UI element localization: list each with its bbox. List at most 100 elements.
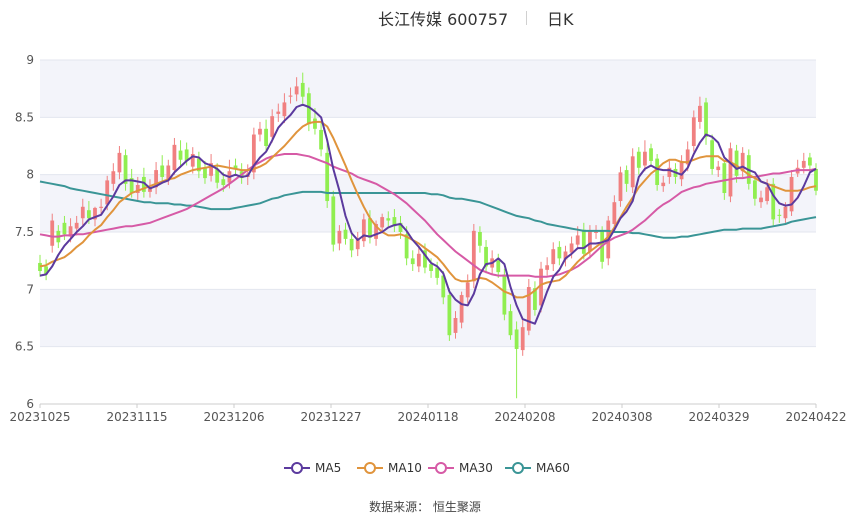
candle-down — [233, 165, 238, 169]
candle-up — [685, 149, 690, 165]
line-ma30 — [39, 153, 817, 278]
candle-up — [135, 184, 140, 194]
candle-up — [288, 95, 293, 97]
candle-up — [551, 249, 556, 265]
candle-down — [655, 158, 660, 185]
candle-down — [386, 218, 391, 221]
candle-down — [221, 179, 226, 185]
plot-band — [40, 289, 816, 347]
legend-label-ma60: MA60 — [536, 461, 570, 475]
legend-item-ma60[interactable]: MA60 — [505, 458, 570, 478]
candle-down — [722, 163, 727, 194]
candle-up — [759, 197, 763, 203]
candle-down — [343, 229, 348, 239]
candle-up — [374, 223, 378, 239]
legend-marker-ma5 — [284, 462, 310, 474]
candle-down — [533, 288, 537, 310]
chart-legend: MA5 MA10 MA30 MA60 — [0, 458, 850, 478]
candle-down — [196, 158, 201, 172]
candle-down — [447, 295, 452, 336]
candle-down — [734, 150, 739, 176]
candle-up — [545, 265, 550, 270]
candle-up — [190, 154, 195, 167]
candle-down — [123, 155, 128, 184]
candle-up — [148, 188, 152, 192]
legend-item-ma5[interactable]: MA5 — [284, 458, 341, 478]
legend-label-ma5: MA5 — [315, 461, 342, 475]
y-tick-label: 7 — [26, 282, 34, 296]
candle-down — [62, 222, 67, 235]
candle-up — [575, 235, 580, 245]
candle-up — [630, 156, 635, 188]
candle-up — [80, 206, 85, 219]
plot-band — [40, 117, 816, 175]
legend-marker-ma30 — [428, 462, 454, 474]
candle-up — [789, 176, 794, 212]
candle-up — [74, 222, 79, 229]
candle-down — [313, 118, 317, 129]
y-tick-label: 6 — [26, 397, 34, 411]
candle-down — [478, 232, 482, 246]
candle-up — [471, 230, 476, 282]
candle-up — [588, 230, 592, 252]
candle-down — [319, 129, 323, 150]
plot-band — [40, 346, 816, 404]
x-tick-label: 20240422 — [785, 410, 846, 424]
candle-up — [520, 327, 525, 351]
period-label: 日K — [547, 10, 574, 29]
candle-up — [251, 134, 256, 173]
candle-down — [581, 229, 586, 254]
candle-down — [398, 222, 403, 232]
candle-down — [86, 210, 91, 219]
candle-down — [704, 102, 708, 137]
y-tick-label: 9 — [26, 53, 34, 67]
candle-up — [661, 182, 666, 187]
candle-down — [771, 183, 776, 220]
legend-marker-ma60 — [505, 462, 531, 474]
candle-down — [331, 196, 336, 245]
candle-down — [368, 218, 372, 238]
candle-down — [184, 149, 189, 161]
legend-label-ma10: MA10 — [388, 461, 422, 475]
candle-down — [300, 82, 305, 97]
x-tick-label: 20231227 — [300, 410, 361, 424]
candle-down — [44, 266, 49, 275]
candle-down — [753, 180, 757, 199]
candle-down — [649, 148, 653, 161]
candle-up — [740, 152, 745, 172]
candle-up — [68, 226, 73, 237]
candle-up — [783, 206, 788, 219]
candle-down — [710, 140, 715, 169]
plot-band — [40, 232, 816, 290]
legend-item-ma10[interactable]: MA10 — [357, 458, 422, 478]
y-tick-label: 6.5 — [15, 340, 34, 354]
legend-item-ma30[interactable]: MA30 — [428, 458, 493, 478]
candle-down — [392, 217, 397, 227]
candle-up — [569, 243, 574, 253]
candle-up — [594, 232, 598, 233]
candle-up — [172, 144, 177, 171]
candle-up — [50, 220, 55, 246]
candle-up — [380, 217, 385, 228]
candle-up — [679, 160, 684, 180]
candle-up — [276, 111, 281, 114]
candle-up — [698, 105, 702, 122]
candle-up — [337, 230, 342, 244]
candle-up — [765, 187, 770, 202]
candle-down — [814, 168, 818, 191]
candle-up — [361, 219, 366, 242]
candle-up — [728, 148, 733, 197]
candle-down — [502, 274, 507, 315]
candle-up — [258, 128, 262, 135]
candle-down — [636, 151, 641, 168]
candle-down — [203, 167, 207, 179]
candle-down — [624, 170, 629, 184]
candle-down — [349, 238, 354, 251]
candle-up — [459, 295, 464, 323]
candle-down — [141, 176, 146, 192]
candle-up — [691, 117, 696, 146]
candle-up — [716, 166, 721, 171]
candle-down — [215, 168, 220, 183]
candle-down — [423, 250, 427, 268]
